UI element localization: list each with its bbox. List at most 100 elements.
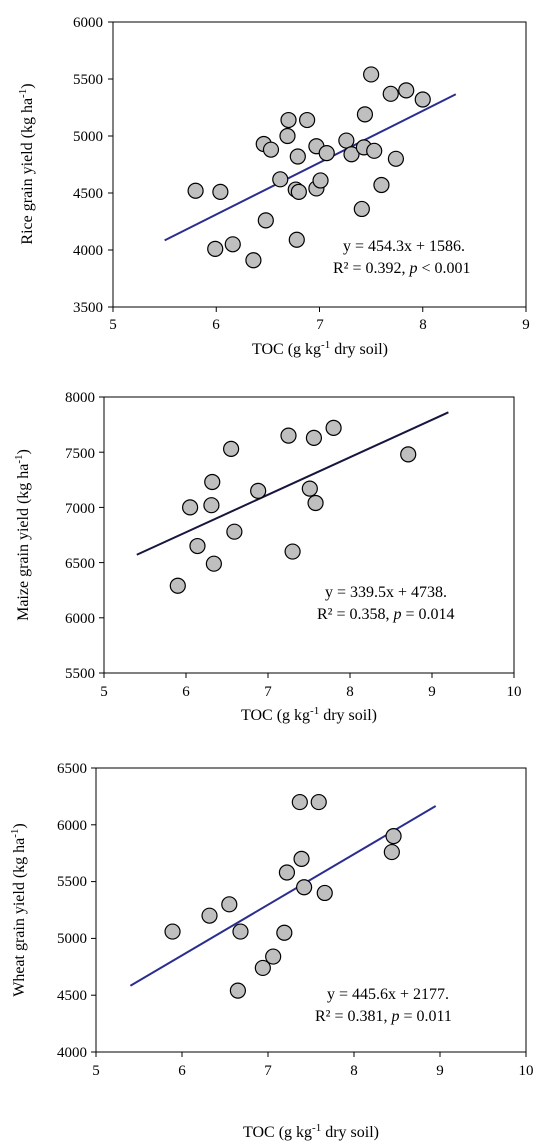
rice-data-point (353, 200, 370, 218)
maize-ytick-label: 5500 (65, 666, 95, 682)
rice-data-point (187, 182, 204, 199)
maize-chart: 5500 6000 6500 7000 7500 8000 5 6 7 8 9 … (13, 390, 522, 724)
maize-data-point (226, 523, 243, 540)
rice-ytick-label: 6000 (73, 15, 103, 31)
maize-data-point (325, 419, 342, 437)
wheat-data-point (296, 879, 313, 896)
maize-points (169, 419, 417, 594)
wheat-ytick-label: 5500 (57, 874, 87, 890)
rice-ytick-label: 5500 (73, 72, 103, 88)
maize-y-axis-label: Maize grain yield (kg ha-1) (13, 449, 32, 621)
maize-trendline (136, 411, 449, 556)
wheat-xtick-label: 9 (436, 1063, 444, 1079)
wheat-y-axis-label: Wheat grain yield (kg ha-1) (9, 823, 28, 997)
rice-xtick-label: 5 (109, 317, 117, 333)
maize-data-point (305, 429, 323, 446)
maize-xtick-label: 7 (264, 684, 272, 700)
rice-y-axis-label: Rice grain yield (kg ha-1) (17, 83, 36, 244)
rice-data-point (224, 236, 241, 253)
rice-data-point (262, 141, 280, 158)
maize-xtick-label: 5 (100, 684, 108, 700)
maize-stats: R² = 0.358, p = 0.014 (317, 606, 455, 623)
wheat-plot-frame (95, 767, 527, 1053)
rice-data-point (290, 183, 307, 200)
wheat-data-point (293, 850, 310, 867)
rice-data-point (207, 240, 224, 257)
wheat-data-point (278, 864, 296, 881)
rice-data-point (387, 150, 405, 167)
rice-data-point (363, 66, 380, 83)
wheat-data-point (276, 924, 293, 941)
rice-data-point (272, 171, 289, 188)
maize-data-point (307, 494, 324, 512)
maize-xtick-label: 8 (346, 684, 354, 700)
wheat-xtick-label: 10 (519, 1063, 534, 1079)
rice-x-axis-label: TOC (g kg-1 dry soil) (252, 339, 388, 358)
rice-ytick-label: 4000 (73, 243, 103, 259)
maize-ytick-label: 6500 (65, 556, 95, 572)
wheat-data-point (265, 948, 282, 965)
maize-ytick-label: 6000 (65, 611, 95, 627)
rice-data-point (299, 111, 316, 129)
wheat-data-point (254, 959, 271, 977)
wheat-trendline (129, 805, 437, 987)
rice-xtick-label: 9 (522, 317, 530, 333)
rice-data-point (338, 132, 355, 149)
rice-data-point (288, 231, 305, 248)
maize-data-point (400, 446, 417, 463)
wheat-ytick-label: 5000 (57, 931, 87, 947)
wheat-data-point (291, 793, 308, 811)
maize-x-axis-label: TOC (g kg-1 dry soil) (241, 705, 377, 724)
maize-xticks: 5 6 7 8 9 10 (100, 684, 521, 700)
rice-points (187, 66, 431, 269)
maize-ytick-label: 7000 (65, 501, 95, 517)
rice-ytick-label: 3500 (73, 300, 103, 316)
maize-data-point (189, 537, 206, 555)
wheat-equation: y = 445.6x + 2177. (327, 986, 449, 1003)
rice-data-point (289, 148, 306, 165)
rice-trendline (164, 93, 457, 242)
rice-xtick-label: 8 (419, 317, 427, 333)
rice-xtick-label: 6 (212, 317, 220, 333)
wheat-data-point (383, 843, 400, 861)
maize-data-point (280, 427, 297, 444)
maize-data-point (182, 499, 199, 516)
rice-data-point (279, 127, 296, 145)
rice-equation: y = 454.3x + 1586. (343, 238, 465, 255)
wheat-ytick-label: 4500 (57, 988, 87, 1004)
wheat-points (164, 793, 402, 999)
maize-data-point (204, 473, 221, 491)
wheat-ytick-label: 6500 (57, 761, 87, 777)
wheat-xtick-label: 7 (264, 1063, 272, 1079)
wheat-xtick-label: 6 (178, 1063, 186, 1079)
maize-data-point (169, 577, 186, 594)
maize-data-point (250, 482, 267, 499)
maize-ytick-label: 8000 (65, 390, 95, 406)
wheat-stats: R² = 0.381, p = 0.011 (315, 1008, 452, 1025)
wheat-yticks: 4000 4500 5000 5500 6000 6500 (57, 761, 87, 1061)
wheat-ytick-label: 4000 (57, 1045, 87, 1061)
rice-data-point (343, 146, 360, 163)
wheat-data-point (221, 896, 238, 913)
rice-data-point (356, 106, 374, 123)
wheat-x-axis-label: TOC (g kg-1 dry soil) (243, 1122, 379, 1141)
rice-xticks: 5 6 7 8 9 (109, 317, 530, 333)
wheat-ytick-label: 6000 (57, 818, 87, 834)
wheat-data-point (232, 923, 249, 940)
wheat-data-point (385, 828, 402, 845)
wheat-data-point (164, 923, 181, 940)
maize-ytick-label: 7500 (65, 446, 95, 462)
wheat-data-point (201, 907, 218, 924)
rice-data-point (382, 85, 399, 102)
wheat-data-point (229, 982, 246, 999)
rice-data-point (257, 212, 274, 229)
rice-chart: 3500 4000 4500 5000 5500 6000 5 6 7 8 9 … (17, 15, 530, 358)
maize-data-point (301, 480, 318, 497)
rice-data-point (280, 111, 297, 129)
rice-data-point (212, 183, 229, 200)
rice-data-point (312, 172, 329, 189)
maize-plot-frame (103, 396, 515, 674)
maize-data-point (203, 497, 220, 514)
maize-xtick-label: 6 (182, 684, 190, 700)
maize-xtick-label: 9 (428, 684, 436, 700)
